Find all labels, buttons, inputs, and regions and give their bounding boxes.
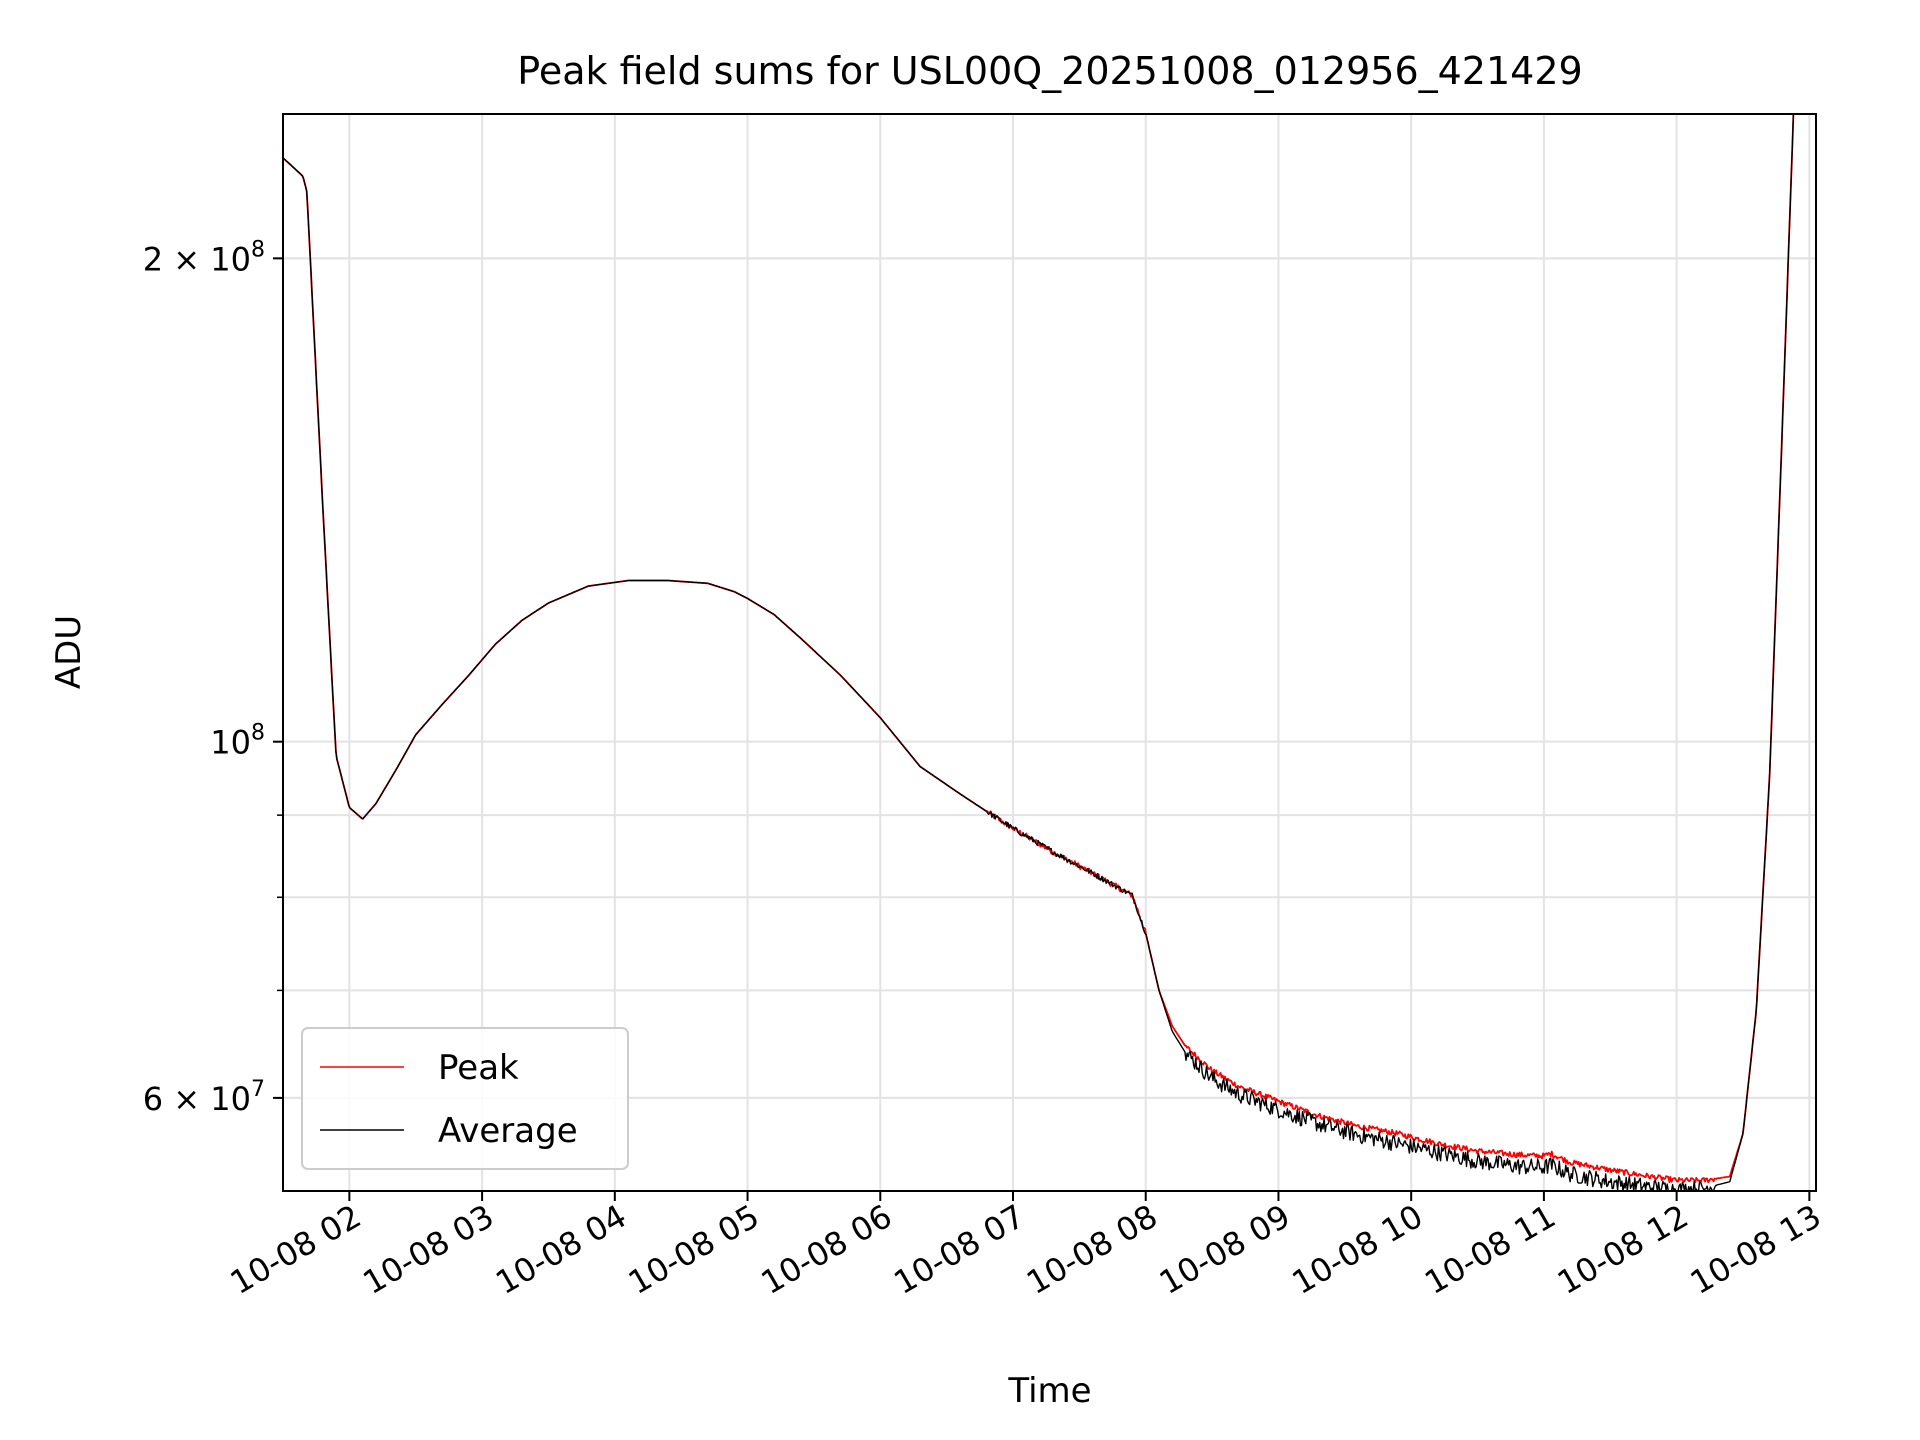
chart-title: Peak field sums for USL00Q_20251008_0129… [517, 49, 1582, 93]
legend-box [301, 1027, 629, 1170]
plot-frame [282, 113, 1817, 1192]
x-axis-label: Time [1007, 1371, 1091, 1411]
series-group [282, 113, 1795, 1192]
y-tick-label: 2 × 108 [143, 237, 265, 278]
y-axis-label: ADU [49, 615, 89, 689]
y-tick-label: 108 [210, 721, 265, 762]
legend: Peak Average [301, 1027, 629, 1170]
y-tick-label: 6 × 107 [143, 1077, 265, 1118]
grid [283, 114, 1816, 1191]
legend-label-peak: Peak [438, 1048, 519, 1088]
series-line-average [282, 113, 1795, 1192]
legend-label-average: Average [438, 1111, 578, 1151]
